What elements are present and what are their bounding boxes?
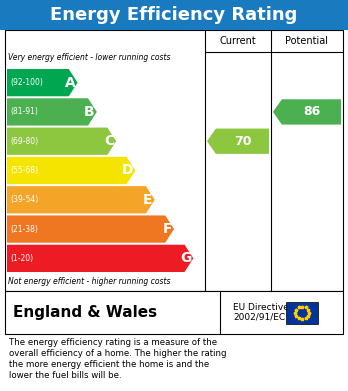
Text: (1-20): (1-20) [10,254,33,263]
Polygon shape [7,215,174,243]
Text: 2002/91/EC: 2002/91/EC [233,313,285,322]
Text: (39-54): (39-54) [10,195,38,204]
Text: the more energy efficient the home is and the: the more energy efficient the home is an… [9,360,209,369]
Polygon shape [7,157,135,184]
Polygon shape [207,129,269,154]
Polygon shape [7,245,193,272]
Text: Not energy efficient - higher running costs: Not energy efficient - higher running co… [8,278,171,287]
Text: Potential: Potential [285,36,329,46]
Bar [0,0,348,30]
Bar [286,301,318,323]
Text: overall efficiency of a home. The higher the rating: overall efficiency of a home. The higher… [9,349,227,358]
Polygon shape [7,69,78,96]
Text: England & Wales: England & Wales [13,305,157,320]
Polygon shape [273,99,341,125]
Text: EU Directive: EU Directive [233,303,289,312]
Polygon shape [7,98,97,126]
Text: The energy efficiency rating is a measure of the: The energy efficiency rating is a measur… [9,338,217,347]
Text: (21-38): (21-38) [10,224,38,233]
Text: (92-100): (92-100) [10,78,43,87]
Text: E: E [143,193,153,207]
Text: B: B [84,105,95,119]
Polygon shape [7,127,116,155]
Text: D: D [122,163,133,178]
Text: Very energy efficient - lower running costs: Very energy efficient - lower running co… [8,52,171,61]
Text: F: F [163,222,172,236]
Text: A: A [65,75,76,90]
Bar [5,291,343,334]
Text: Energy Efficiency Rating: Energy Efficiency Rating [50,6,298,24]
Text: G: G [180,251,191,265]
Text: (55-68): (55-68) [10,166,38,175]
Text: C: C [104,134,114,148]
Text: 86: 86 [303,106,320,118]
Text: lower the fuel bills will be.: lower the fuel bills will be. [9,371,121,380]
Text: (69-80): (69-80) [10,137,38,146]
Bar [5,30,343,291]
Text: (81-91): (81-91) [10,108,38,117]
Text: Current: Current [220,36,256,46]
Text: 70: 70 [234,135,251,148]
Polygon shape [7,186,155,213]
